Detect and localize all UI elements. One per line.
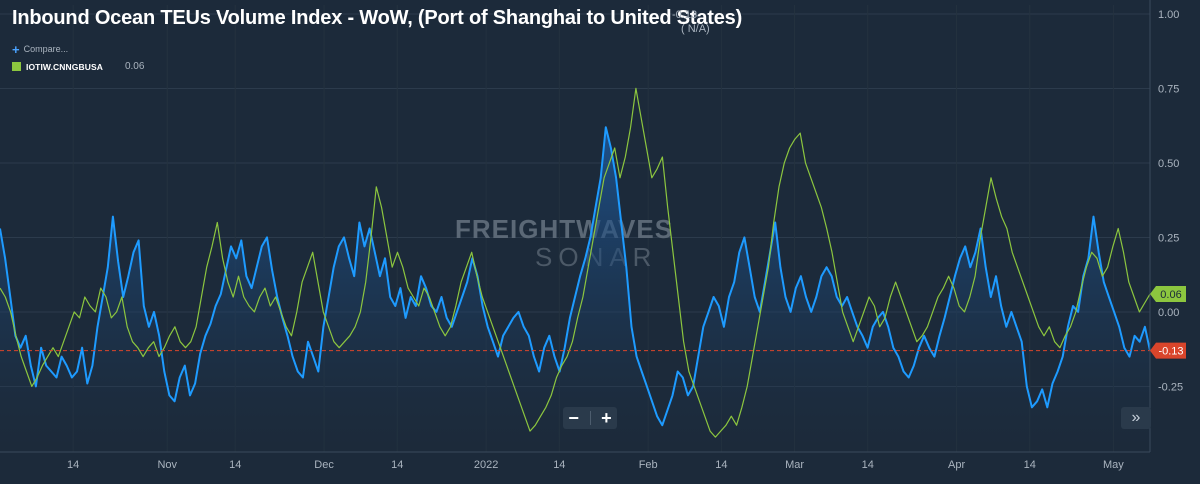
series-area bbox=[0, 127, 1150, 452]
last-value-label: -0.13 bbox=[1150, 342, 1186, 359]
y-tick-label: 0.25 bbox=[1158, 232, 1179, 244]
x-tick-label: Nov bbox=[157, 459, 177, 471]
y-tick-label: -0.25 bbox=[1158, 381, 1183, 393]
last-value-label: 0.06 bbox=[1150, 286, 1186, 303]
x-tick-label: Dec bbox=[314, 459, 334, 471]
label-tag bbox=[1150, 286, 1186, 303]
legend-series-value: 0.06 bbox=[124, 61, 145, 72]
scroll-forward-button[interactable]: » bbox=[1121, 407, 1151, 429]
x-tick-label: 2022 bbox=[474, 459, 498, 471]
x-tick-label: 14 bbox=[1024, 459, 1036, 471]
x-tick-label: 14 bbox=[553, 459, 565, 471]
last-value-labels: -0.13 0.06 bbox=[1150, 286, 1186, 359]
x-tick-label: Feb bbox=[639, 459, 658, 471]
secondary-series-line bbox=[0, 87, 1151, 438]
title-current-value: -0.13 bbox=[672, 9, 698, 21]
y-axis: 1.00 0.75 0.50 0.25 0.00 -0.25 bbox=[1149, 0, 1183, 452]
zoom-out-button[interactable]: − bbox=[568, 408, 579, 428]
legend-item[interactable]: IOTIW.CNNGBUSA 0.06 bbox=[12, 61, 144, 72]
x-axis: 14 Nov 14 Dec 14 2022 14 Feb 14 Mar 14 Apr 14 May bbox=[0, 451, 1150, 471]
zoom-divider bbox=[589, 411, 591, 425]
x-tick-label: 14 bbox=[862, 459, 874, 471]
x-tick-label: Mar bbox=[785, 459, 804, 471]
watermark-line1: FREIGHTWAVES bbox=[455, 214, 673, 244]
label-tag bbox=[1150, 342, 1186, 359]
zoom-controls: − + bbox=[563, 407, 617, 429]
freightwaves-sonar-watermark: FREIGHTWAVES SONAR bbox=[455, 214, 673, 272]
label-text: 0.06 bbox=[1160, 289, 1181, 301]
y-tick-label: 0.75 bbox=[1158, 83, 1179, 95]
legend-series-name: IOTIW.CNNGBUSA bbox=[26, 61, 103, 72]
compare-label: Compare... bbox=[23, 44, 69, 54]
primary-series-line bbox=[0, 126, 1151, 427]
x-tick-label: May bbox=[1103, 459, 1124, 471]
x-tick-label: Apr bbox=[948, 459, 965, 471]
x-tick-label: 14 bbox=[67, 459, 79, 471]
legend-swatch bbox=[12, 62, 21, 71]
area-layer bbox=[0, 127, 1150, 452]
chart-title: Inbound Ocean TEUs Volume Index - WoW, (… bbox=[12, 7, 743, 29]
y-tick-label: 1.00 bbox=[1158, 9, 1179, 21]
line-layer bbox=[0, 87, 1151, 438]
x-tick-label: 14 bbox=[229, 459, 241, 471]
compare-button[interactable]: + Compare... bbox=[12, 41, 69, 57]
plus-icon: + bbox=[12, 41, 20, 57]
x-tick-label: 14 bbox=[391, 459, 403, 471]
y-tick-label: 0.50 bbox=[1158, 158, 1179, 170]
x-tick-label: 14 bbox=[715, 459, 727, 471]
title-change: ( N/A) bbox=[681, 23, 710, 35]
zoom-in-button[interactable]: + bbox=[601, 408, 612, 428]
y-tick-label: 0.00 bbox=[1158, 307, 1179, 319]
label-text: -0.13 bbox=[1158, 346, 1183, 358]
